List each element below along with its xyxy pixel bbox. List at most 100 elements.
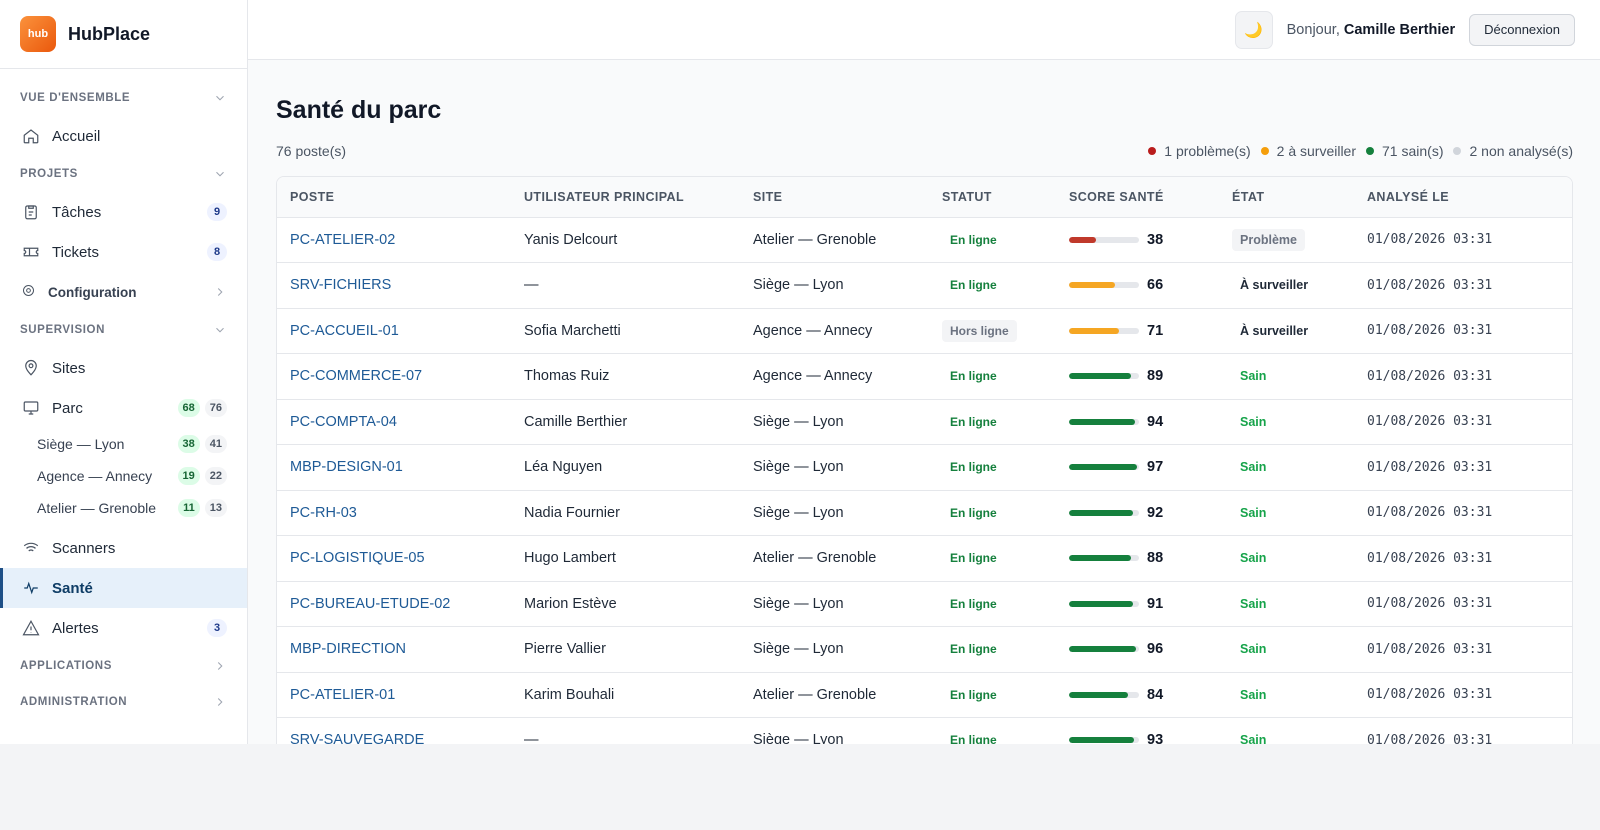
analyzed-date: 01/08/2026 03:31 bbox=[1354, 672, 1572, 718]
sidebar-item-label: Sites bbox=[52, 359, 86, 377]
logout-button[interactable]: Déconnexion bbox=[1469, 13, 1575, 46]
warning-triangle-icon bbox=[22, 619, 40, 637]
table-row[interactable]: SRV-FICHIERS — Siège — Lyon En ligne 66 À sur… bbox=[277, 262, 1572, 309]
table-row[interactable]: PC-RH-03 Nadia Fournier Siège — Lyon En lig… bbox=[277, 490, 1572, 536]
table-row[interactable]: PC-ATELIER-02 Yanis Delcourt Atelier — Gre… bbox=[277, 217, 1572, 263]
status-badge: Hors ligne bbox=[942, 319, 1017, 342]
chevron-down-icon bbox=[216, 327, 224, 333]
page-title: Santé du parc bbox=[276, 96, 442, 124]
moon-icon: 🌙 bbox=[1244, 21, 1263, 39]
sidebar-item-sante[interactable]: Santé bbox=[0, 568, 247, 608]
status-badge: En ligne bbox=[950, 596, 997, 611]
site-cell: Siège — Lyon bbox=[740, 581, 929, 627]
device-link[interactable]: SRV-FICHIERS bbox=[277, 262, 511, 309]
count-badge: 3 bbox=[207, 619, 227, 637]
sidebar-item-parc[interactable]: Parc 68 76 bbox=[0, 388, 247, 428]
status-cell: En ligne bbox=[929, 217, 1056, 263]
total-count-badge: 13 bbox=[204, 499, 227, 517]
theme-toggle-button[interactable]: 🌙 bbox=[1234, 10, 1273, 49]
state-badge: Problème bbox=[1232, 228, 1305, 251]
table-row[interactable]: PC-ATELIER-01 Karim Bouhali Atelier — Gren… bbox=[277, 672, 1572, 718]
device-link[interactable]: PC-COMPTA-04 bbox=[277, 399, 511, 445]
gear-icon bbox=[21, 283, 36, 301]
site-cell: Siège — Lyon bbox=[740, 717, 929, 744]
column-header[interactable]: POSTE bbox=[277, 177, 511, 218]
count-badge: 9 bbox=[207, 203, 227, 221]
device-link[interactable]: PC-ATELIER-01 bbox=[277, 672, 511, 718]
column-header[interactable]: STATUT bbox=[929, 177, 1056, 218]
table-row[interactable]: PC-COMMERCE-07 Thomas Ruiz Agence — Annecy… bbox=[277, 353, 1572, 400]
state-cell: Sain bbox=[1219, 672, 1354, 718]
table-row[interactable]: MBP-DESIGN-01 Léa Nguyen Siège — Lyon En li… bbox=[277, 444, 1572, 491]
sidebar-subitem-site[interactable]: Atelier — Grenoble 11 13 bbox=[0, 492, 247, 524]
legend-label: 2 non analysé(s) bbox=[1469, 143, 1573, 159]
site-cell: Agence — Annecy bbox=[740, 308, 929, 354]
column-header[interactable]: ÉTAT bbox=[1219, 177, 1354, 218]
greeting-prefix: Bonjour, bbox=[1286, 21, 1340, 38]
section-administration[interactable]: ADMINISTRATION bbox=[0, 684, 247, 720]
analyzed-date: 01/08/2026 03:31 bbox=[1354, 217, 1572, 263]
sidebar-item-taches[interactable]: Tâches 9 bbox=[0, 192, 247, 232]
device-link[interactable]: PC-COMMERCE-07 bbox=[277, 353, 511, 400]
score-bar bbox=[1069, 236, 1139, 243]
table-row[interactable]: SRV-SAUVEGARDE — Siège — Lyon En ligne 93 Sai… bbox=[277, 717, 1572, 744]
user-cell: Pierre Vallier bbox=[511, 626, 740, 673]
summary-row: 76 poste(s) 1 problème(s) 2 à surveiller 7… bbox=[276, 143, 1573, 159]
sidebar-item-sites[interactable]: Sites bbox=[0, 348, 247, 388]
sidebar-item-configuration[interactable]: Configuration bbox=[0, 272, 247, 312]
ticket-icon bbox=[22, 243, 40, 261]
sidebar-item-tickets[interactable]: Tickets 8 bbox=[0, 232, 247, 272]
chevron-down-icon bbox=[216, 95, 224, 101]
sidebar-item-scanners[interactable]: Scanners bbox=[0, 528, 247, 568]
device-link[interactable]: PC-ATELIER-02 bbox=[277, 217, 511, 263]
device-link[interactable]: PC-ACCUEIL-01 bbox=[277, 308, 511, 354]
sidebar: hub HubPlace VUE D'ENSEMBLE Accueil PROJ… bbox=[0, 0, 248, 744]
state-cell: Problème bbox=[1219, 217, 1354, 263]
section-applications[interactable]: APPLICATIONS bbox=[0, 648, 247, 684]
section-overview-label: VUE D'ENSEMBLE bbox=[20, 92, 131, 104]
status-badge: En ligne bbox=[950, 232, 997, 247]
score-cell: 84 bbox=[1056, 672, 1219, 718]
column-header[interactable]: SCORE SANTÉ bbox=[1056, 177, 1219, 218]
legend-item: 71 sain(s) bbox=[1366, 143, 1443, 159]
device-link[interactable]: PC-BUREAU-ETUDE-02 bbox=[277, 581, 511, 627]
sidebar-item-label: Santé bbox=[52, 579, 93, 597]
brand[interactable]: hub HubPlace bbox=[0, 0, 247, 69]
column-header[interactable]: ANALYSÉ LE bbox=[1354, 177, 1572, 218]
sidebar-subitem-site[interactable]: Agence — Annecy 19 22 bbox=[0, 460, 247, 492]
column-header[interactable]: UTILISATEUR PRINCIPAL bbox=[511, 177, 740, 218]
state-badge: Sain bbox=[1240, 551, 1267, 566]
section-overview[interactable]: VUE D'ENSEMBLE bbox=[0, 80, 247, 116]
score-bar bbox=[1069, 691, 1139, 698]
column-header[interactable]: SITE bbox=[740, 177, 929, 218]
analyzed-date: 01/08/2026 03:31 bbox=[1354, 353, 1572, 400]
section-projects-label: PROJETS bbox=[20, 168, 78, 180]
status-cell: En ligne bbox=[929, 626, 1056, 673]
table-row[interactable]: PC-BUREAU-ETUDE-02 Marion Estève Siège — L… bbox=[277, 581, 1572, 627]
device-link[interactable]: MBP-DIRECTION bbox=[277, 626, 511, 673]
site-cell: Atelier — Grenoble bbox=[740, 217, 929, 263]
device-link[interactable]: MBP-DESIGN-01 bbox=[277, 444, 511, 491]
sidebar-subitem-site[interactable]: Siège — Lyon 38 41 bbox=[0, 428, 247, 460]
status-badge: En ligne bbox=[950, 460, 997, 475]
section-projects[interactable]: PROJETS bbox=[0, 156, 247, 192]
device-link[interactable]: PC-RH-03 bbox=[277, 490, 511, 536]
topbar: 🌙 Bonjour, Camille Berthier Déconnexion bbox=[248, 0, 1600, 60]
device-link[interactable]: SRV-SAUVEGARDE bbox=[277, 717, 511, 744]
sidebar-item-label: Alertes bbox=[52, 619, 99, 637]
table-row[interactable]: PC-ACCUEIL-01 Sofia Marchetti Agence — Ann… bbox=[277, 308, 1572, 354]
status-cell: En ligne bbox=[929, 262, 1056, 309]
legend-label: 1 problème(s) bbox=[1164, 143, 1251, 159]
legend-label: 2 à surveiller bbox=[1276, 143, 1357, 159]
analyzed-date: 01/08/2026 03:31 bbox=[1354, 717, 1572, 744]
section-supervision[interactable]: SUPERVISION bbox=[0, 312, 247, 348]
state-cell: À surveiller bbox=[1219, 262, 1354, 309]
sidebar-item-alertes[interactable]: Alertes 3 bbox=[0, 608, 247, 648]
table-row[interactable]: PC-COMPTA-04 Camille Berthier Siège — Lyon… bbox=[277, 399, 1572, 445]
table-row[interactable]: MBP-DIRECTION Pierre Vallier Siège — Lyon E… bbox=[277, 626, 1572, 673]
score-value: 93 bbox=[1147, 732, 1164, 744]
sidebar-subitem-label: Agence — Annecy bbox=[37, 468, 153, 484]
table-row[interactable]: PC-LOGISTIQUE-05 Hugo Lambert Atelier — Gr… bbox=[277, 535, 1572, 582]
device-link[interactable]: PC-LOGISTIQUE-05 bbox=[277, 535, 511, 582]
sidebar-item-accueil[interactable]: Accueil bbox=[0, 116, 247, 156]
